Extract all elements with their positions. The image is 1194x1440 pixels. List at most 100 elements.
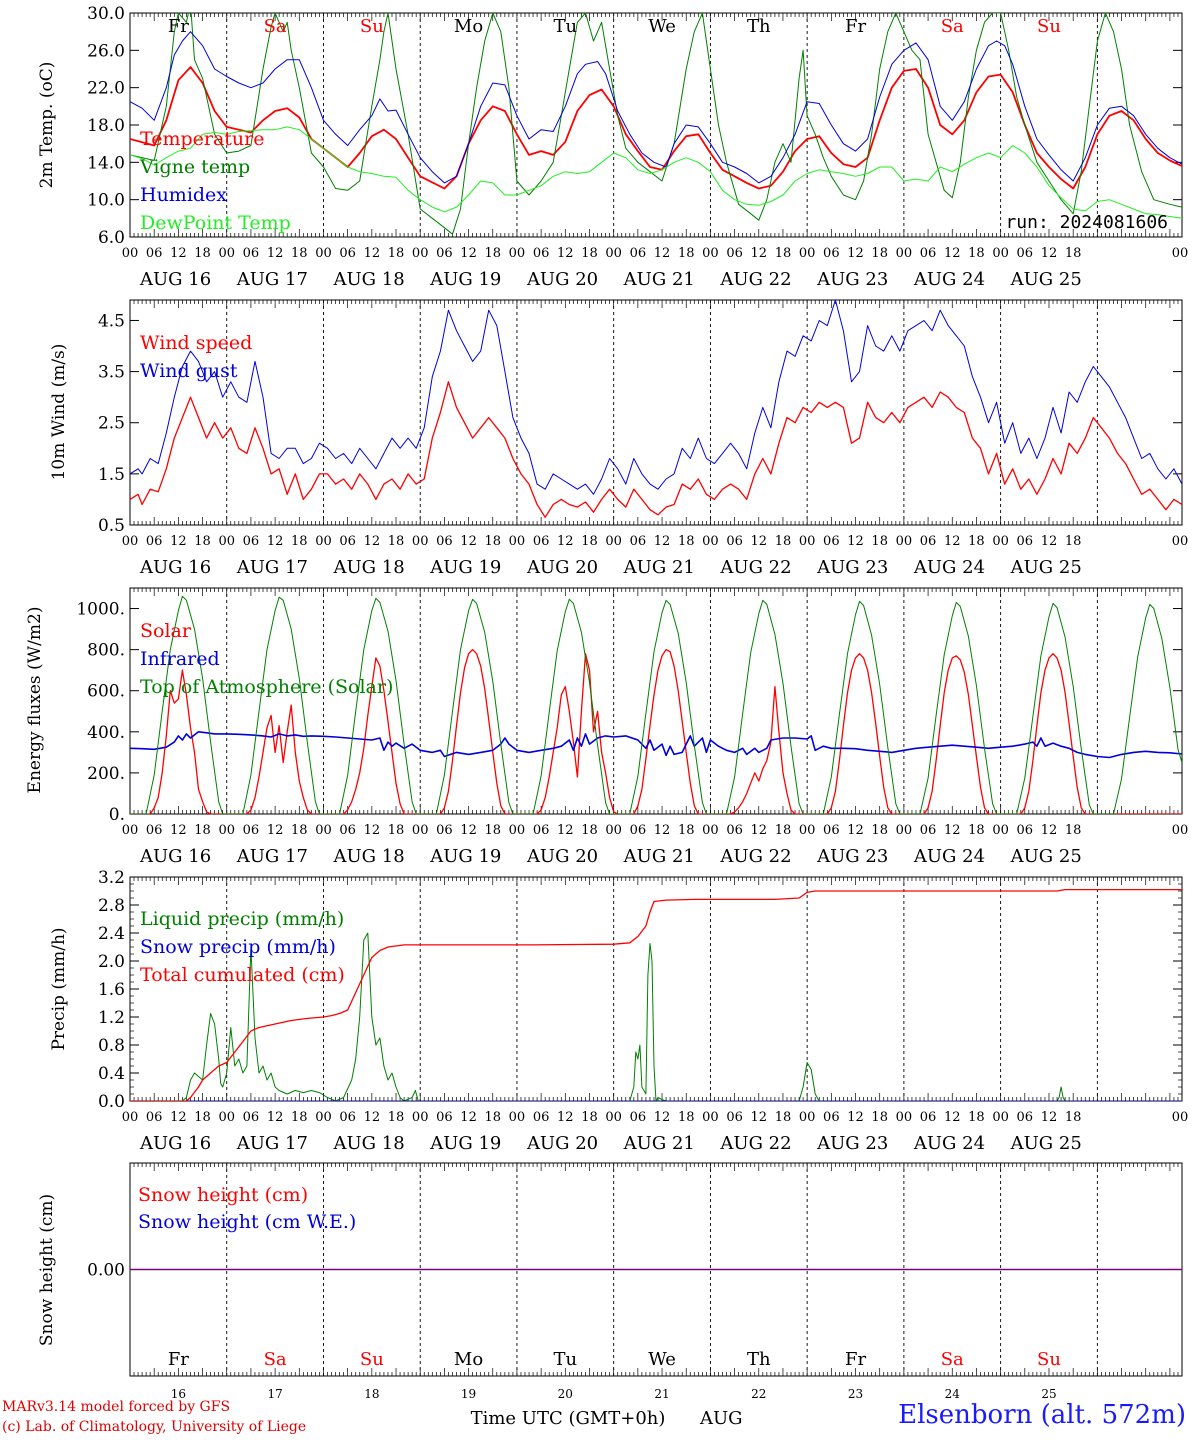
weekday-label: Su xyxy=(360,1349,384,1370)
date-label: AUG 22 xyxy=(719,846,791,867)
hour-tick-label: 00 xyxy=(122,823,139,838)
hour-tick-label: 06 xyxy=(436,534,453,549)
hour-tick-label: 00 xyxy=(122,1110,139,1125)
legend-entry: Wind gust xyxy=(140,360,238,382)
series-wind-speed xyxy=(130,381,1182,518)
hour-tick-label: 12 xyxy=(170,823,187,838)
hour-tick-label: 00 xyxy=(702,534,719,549)
day-number-label: 19 xyxy=(461,1387,476,1401)
date-label: AUG 24 xyxy=(913,846,985,867)
hour-tick-label: 00 xyxy=(315,823,332,838)
hour-tick-label: 12 xyxy=(170,1110,187,1125)
weekday-label: Fr xyxy=(845,16,866,37)
weekday-label: Tu xyxy=(554,1349,578,1370)
legend-entry: Snow height (cm W.E.) xyxy=(138,1211,356,1233)
hour-tick-label: 18 xyxy=(581,823,598,838)
y-tick-label: 4.5 xyxy=(98,311,125,331)
y-tick-label: 1000. xyxy=(76,600,125,620)
hour-tick-label: 06 xyxy=(533,823,550,838)
x-axis-label: Time UTC (GMT+0h) xyxy=(471,1408,666,1429)
date-label: AUG 16 xyxy=(139,557,211,578)
hour-tick-label: 06 xyxy=(339,1110,356,1125)
hour-tick-label: 00 xyxy=(992,534,1009,549)
hour-tick-label: 06 xyxy=(533,534,550,549)
hour-tick-label: 06 xyxy=(146,534,163,549)
hour-tick-label: 12 xyxy=(847,246,864,261)
date-label: AUG 20 xyxy=(526,1133,598,1154)
hour-tick-label: 00 xyxy=(509,246,526,261)
hour-tick-label: 00 xyxy=(412,246,429,261)
legend-entry: Solar xyxy=(140,620,192,642)
y-tick-label: 3.5 xyxy=(98,363,125,383)
weekday-label: We xyxy=(648,16,676,37)
hour-tick-label: 06 xyxy=(630,246,647,261)
panel-precip: 0.0 0.4 0.8 1.2 1.6 2.0 2.4 2.8 3.2 Precip (mm/h)… xyxy=(49,868,1188,1154)
hour-tick-label: 18 xyxy=(775,246,792,261)
legend-entry: Snow height (cm) xyxy=(138,1184,308,1206)
y-tick-label: 800. xyxy=(87,641,125,661)
series-total-cumulated-cm- xyxy=(130,888,1182,1101)
legend-entry: DewPoint Temp xyxy=(140,212,291,234)
date-label: AUG 17 xyxy=(236,557,308,578)
hour-tick-label: 12 xyxy=(364,1110,381,1125)
hour-tick-label: 00 xyxy=(509,823,526,838)
date-label: AUG 20 xyxy=(526,846,598,867)
date-label: AUG 22 xyxy=(719,1133,791,1154)
hour-tick-label: 06 xyxy=(339,534,356,549)
hour-tick-label: 00 xyxy=(702,1110,719,1125)
hour-tick-label: 00 xyxy=(799,823,816,838)
hour-tick-label: 00 xyxy=(605,823,622,838)
hour-tick-label: 18 xyxy=(871,1110,888,1125)
weekday-label: Mo xyxy=(454,1349,483,1370)
day-number-label: 24 xyxy=(945,1387,961,1401)
y-tick-label: 0.4 xyxy=(98,1064,125,1084)
y-tick-label: 30.0 xyxy=(87,4,125,24)
hour-tick-label: 18 xyxy=(194,246,211,261)
weekday-label: Su xyxy=(1037,1349,1061,1370)
date-label: AUG 16 xyxy=(139,269,211,290)
day-number-label: 18 xyxy=(364,1387,379,1401)
hour-tick-label: 12 xyxy=(460,246,477,261)
y-tick-label: 6.0 xyxy=(98,228,125,248)
series-vigne-temp xyxy=(130,13,1182,235)
hour-tick-label: 00 xyxy=(896,246,913,261)
plot-frame xyxy=(129,299,1183,526)
date-label: AUG 19 xyxy=(429,557,501,578)
series-humidex xyxy=(130,31,1182,184)
hour-tick-label: 12 xyxy=(460,823,477,838)
legend-entry: Liquid precip (mm/h) xyxy=(140,908,344,930)
date-label: AUG 17 xyxy=(236,1133,308,1154)
weekday-label: Sa xyxy=(264,16,287,37)
date-label: AUG 23 xyxy=(816,846,888,867)
y-tick-label: 3.2 xyxy=(98,868,125,888)
hour-tick-label: 00 xyxy=(412,534,429,549)
hour-tick-label: 18 xyxy=(388,534,405,549)
y-tick-label: 600. xyxy=(87,682,125,702)
weekday-label: Fr xyxy=(168,1349,189,1370)
series-solar xyxy=(130,648,1182,814)
legend-entry: Total cumulated (cm) xyxy=(140,964,345,986)
date-label: AUG 23 xyxy=(816,269,888,290)
hour-tick-label: 06 xyxy=(823,534,840,549)
hour-tick-label: 06 xyxy=(823,823,840,838)
hour-tick-label: 12 xyxy=(944,534,961,549)
hour-tick-label: 18 xyxy=(484,823,501,838)
date-label: AUG 23 xyxy=(816,1133,888,1154)
hour-tick-label: 18 xyxy=(484,246,501,261)
hour-tick-label: 06 xyxy=(339,823,356,838)
hour-tick-label: 18 xyxy=(678,1110,695,1125)
hour-tick-label: 12 xyxy=(1041,246,1058,261)
hour-tick-label: 18 xyxy=(678,823,695,838)
hour-tick-label: 12 xyxy=(944,823,961,838)
hour-tick-label: 12 xyxy=(1041,1110,1058,1125)
hour-tick-label: 18 xyxy=(871,534,888,549)
series-top-of-atmosphere-solar- xyxy=(130,595,1182,814)
credit-line-2: (c) Lab. of Climatology, University of L… xyxy=(2,1419,307,1435)
series-temperature xyxy=(130,66,1182,190)
hour-tick-label: 12 xyxy=(170,246,187,261)
day-number-label: 25 xyxy=(1041,1387,1056,1401)
series-liquid-precip-mm-h- xyxy=(130,932,1182,1101)
hour-tick-label: 12 xyxy=(654,534,671,549)
legend-entry: Temperature xyxy=(140,128,264,150)
y-tick-label: 0.5 xyxy=(98,516,125,536)
